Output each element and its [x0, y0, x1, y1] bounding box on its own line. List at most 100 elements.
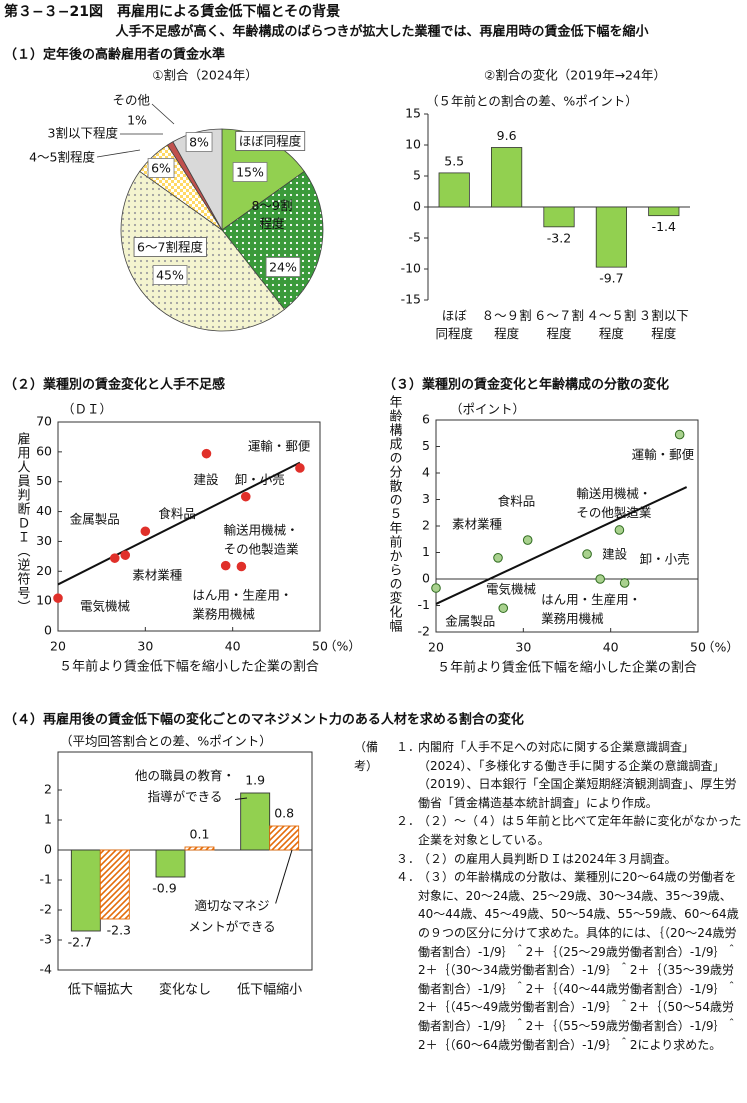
legend-callout: 他の職員の教育・指導ができる [135, 768, 235, 804]
point-label: 運輸・郵便 [632, 447, 695, 462]
x-unit: （%） [324, 639, 361, 654]
x-tick-label: 低下幅拡大 [68, 983, 133, 998]
y-unit: （ポイント） [450, 402, 525, 417]
y-axis-label: 雇用人員判断ＤＩ（逆符号） [15, 431, 31, 614]
label-box [185, 895, 279, 936]
notes: （備考） １． 内閣府「人手不足への対応に関する企業意識調査」（2024）、「多様… [354, 738, 742, 1054]
callout-arrow [275, 849, 293, 904]
axis-label: （平均回答割合との差、%ポイント） [60, 734, 272, 749]
bar [438, 172, 470, 208]
y-tick-label: 5 [413, 168, 421, 183]
x-tick-label: 20 [428, 640, 444, 655]
note-text: 内閣府「人手不足への対応に関する企業意識調査」（2024）、「多様化する働き手に… [418, 740, 737, 810]
label-box [265, 257, 301, 277]
y-tick-label: 6 [422, 412, 430, 427]
y-tick-label: -10 [401, 261, 421, 276]
legend-callout: 適切なマネジメントができる [188, 898, 275, 934]
point [236, 561, 247, 572]
value-label: 1.9 [245, 773, 265, 788]
label-box [147, 158, 175, 178]
y-unit: （ＤＩ） [62, 402, 112, 417]
note-text: （３）の年齢構成の分散は、業種別に20～64歳の労働者を対象に、20～24歳、2… [418, 870, 739, 1052]
y-tick-label: 2 [422, 518, 430, 533]
point-label: 輸送用機械・その他製造業 [224, 522, 300, 556]
y-tick-label: 10 [36, 593, 52, 608]
x-tick-label: ほぼ同程度 [435, 308, 473, 341]
point [240, 491, 251, 502]
x-tick-label: 30 [515, 640, 531, 655]
label-box [152, 265, 188, 285]
value-label: -0.9 [152, 881, 176, 896]
axis-label: （５年前との割合の差、%ポイント） [426, 94, 638, 109]
value-label: 9.6 [497, 128, 517, 143]
point-label: 食料品 [498, 494, 536, 509]
leader-line [151, 103, 175, 125]
label-box [131, 765, 239, 806]
point-label: 金属製品 [70, 512, 120, 527]
y-tick-label: -5 [409, 230, 421, 245]
point [614, 525, 625, 535]
value-label: 1% [127, 113, 147, 128]
figure-title: 第３−３−21図 再雇用による賃金低下幅とその背景 [4, 3, 340, 20]
point [498, 603, 509, 613]
y-tick-label: 0 [413, 199, 421, 214]
value-label: -1.4 [652, 219, 676, 234]
x-tick-label: 変化なし [159, 982, 211, 998]
x-axis-label: ５年前より賃金低下幅を縮小した企業の割合 [59, 659, 319, 675]
point [522, 535, 533, 545]
slice-label: 8～9割程度 [252, 198, 293, 231]
bar [648, 206, 680, 217]
x-tick-label: ３割以下程度 [639, 308, 689, 341]
value-label: 24% [269, 260, 297, 275]
y-tick-label: 1 [422, 544, 430, 559]
value-label: -9.7 [599, 271, 623, 286]
value-label: 0.1 [190, 827, 210, 842]
y-axis-label: 年齢構成の分散の５年前からの変化幅 [387, 395, 403, 633]
bar [269, 825, 300, 851]
point [674, 429, 685, 440]
y-tick-label: 0 [422, 571, 430, 586]
section-title: （２）業種別の賃金変化と人手不足感 [4, 377, 225, 393]
note-marker: ３． [396, 851, 421, 866]
y-tick-label: -2 [418, 624, 430, 639]
point [295, 463, 305, 473]
value-label: 5.5 [444, 153, 464, 168]
y-tick-label: 0 [44, 842, 52, 857]
label-box [235, 131, 306, 151]
y-tick-label: -2 [40, 902, 52, 917]
y-tick-label: 1 [44, 812, 52, 827]
bar [99, 849, 130, 920]
chart-title: ②割合の変化（2019年→24年） [484, 68, 666, 83]
slice-label: 3割以下程度 [48, 126, 119, 141]
point-label: 電気機械 [80, 599, 131, 614]
y-tick-label: 15 [405, 106, 421, 121]
y-tick-label: 50 [36, 473, 52, 488]
x-tick-label: 40 [603, 640, 619, 655]
value-label: 15% [236, 165, 264, 180]
x-tick-label: 低下幅縮小 [237, 982, 302, 998]
section-title: （４）再雇用後の賃金低下幅の変化ごとのマネジメント力のある人材を求める割合の変化 [4, 712, 524, 728]
section-title: （３）業種別の賃金変化と年齢構成の分散の変化 [383, 377, 669, 393]
value-label: 45% [156, 268, 184, 283]
bar [491, 147, 523, 208]
y-tick-label: 30 [36, 533, 52, 548]
x-tick-label: 30 [137, 639, 153, 654]
y-tick-label: 3 [422, 491, 430, 506]
bar [155, 849, 186, 878]
section-title: （１）定年後の高齢雇用者の賃金水準 [4, 47, 225, 63]
point [109, 553, 120, 563]
slice-label: 4～5割程度 [29, 150, 95, 165]
plot-frame [57, 421, 321, 632]
x-tick-label: 20 [50, 639, 66, 654]
point [201, 448, 212, 459]
y-tick-label: -1 [40, 872, 52, 887]
note-marker: １． [396, 740, 421, 754]
point [595, 574, 605, 584]
point-label: 卸・小売 [640, 551, 690, 566]
note-marker: ２． [396, 814, 421, 829]
label-box [185, 132, 213, 152]
label-box [232, 162, 268, 182]
point-label: はん用・生産用・業務用機械 [192, 587, 292, 621]
point [619, 578, 630, 588]
